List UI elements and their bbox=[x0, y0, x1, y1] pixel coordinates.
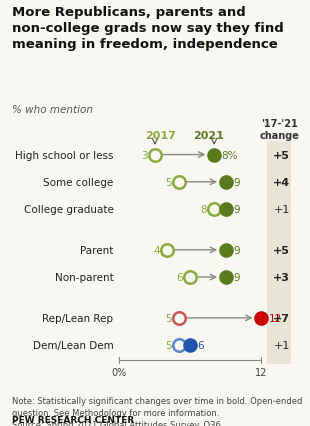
Text: 5: 5 bbox=[165, 177, 171, 187]
Text: +4: +4 bbox=[273, 177, 290, 187]
FancyBboxPatch shape bbox=[268, 141, 297, 364]
Text: Note: Statistically significant changes over time in bold. Open-ended
question. : Note: Statistically significant changes … bbox=[12, 396, 303, 426]
Text: 8%: 8% bbox=[221, 150, 238, 160]
Text: 5: 5 bbox=[165, 313, 171, 323]
Text: 9: 9 bbox=[233, 177, 240, 187]
Text: 6: 6 bbox=[177, 272, 183, 282]
Text: PEW RESEARCH CENTER: PEW RESEARCH CENTER bbox=[12, 415, 135, 424]
Text: Non-parent: Non-parent bbox=[55, 272, 113, 282]
Text: More Republicans, parents and
non-college grads now say they find
meaning in fre: More Republicans, parents and non-colleg… bbox=[12, 6, 284, 51]
Text: Some college: Some college bbox=[43, 177, 113, 187]
Text: Parent: Parent bbox=[80, 245, 113, 255]
Text: +5: +5 bbox=[273, 150, 290, 160]
Text: 0%: 0% bbox=[112, 367, 127, 377]
Text: +1: +1 bbox=[273, 204, 290, 214]
Text: % who mention: % who mention bbox=[12, 104, 97, 114]
Text: 9: 9 bbox=[233, 204, 240, 214]
Text: High school or less: High school or less bbox=[15, 150, 113, 160]
Text: 6: 6 bbox=[197, 340, 204, 350]
Text: 9: 9 bbox=[233, 272, 240, 282]
Text: Rep/Lean Rep: Rep/Lean Rep bbox=[42, 313, 113, 323]
Text: College graduate: College graduate bbox=[24, 204, 113, 214]
Text: 5: 5 bbox=[165, 340, 171, 350]
Text: 2021: 2021 bbox=[193, 130, 224, 140]
Text: Dem/Lean Dem: Dem/Lean Dem bbox=[33, 340, 113, 350]
Text: 8: 8 bbox=[200, 204, 207, 214]
Text: 9: 9 bbox=[233, 245, 240, 255]
Text: 12: 12 bbox=[268, 313, 282, 323]
Text: 2017: 2017 bbox=[145, 130, 176, 140]
Text: '17-'21
change: '17-'21 change bbox=[259, 119, 299, 140]
Text: 4: 4 bbox=[153, 245, 160, 255]
Text: +7: +7 bbox=[273, 313, 290, 323]
Text: +5: +5 bbox=[273, 245, 290, 255]
Text: 3: 3 bbox=[141, 150, 148, 160]
Text: 12: 12 bbox=[255, 367, 268, 377]
Text: +1: +1 bbox=[273, 340, 290, 350]
Text: +3: +3 bbox=[273, 272, 290, 282]
